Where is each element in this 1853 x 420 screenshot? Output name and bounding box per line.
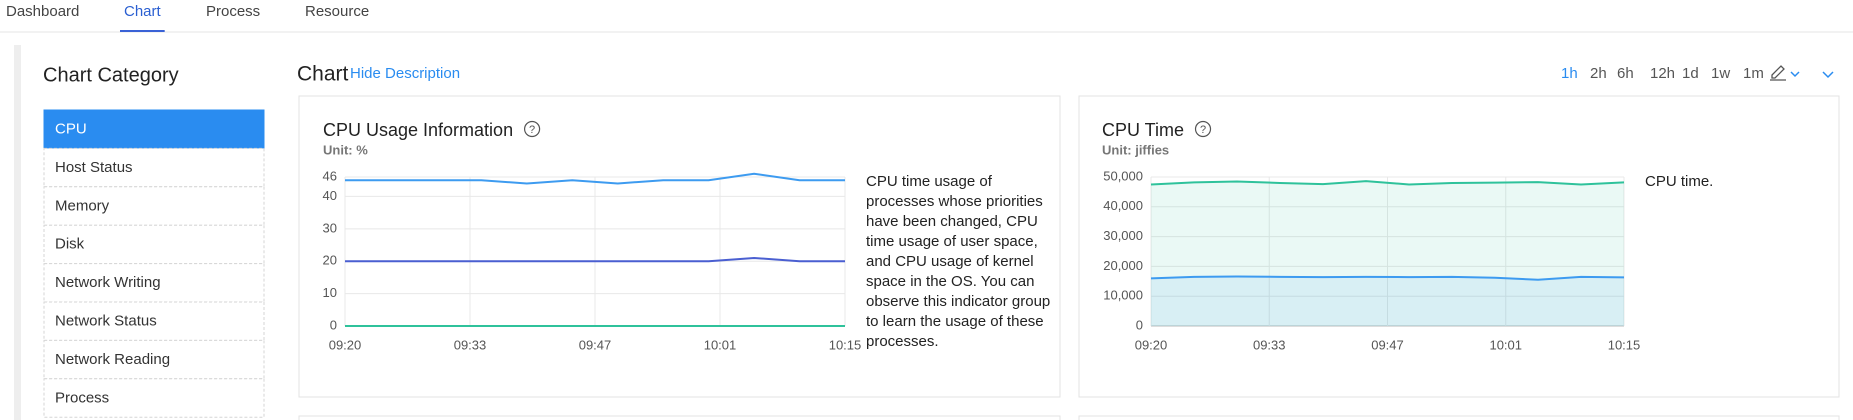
time-range[interactable]: 1w bbox=[1711, 65, 1730, 82]
x-tick-label: 10:01 bbox=[704, 337, 737, 352]
y-tick-label: 10 bbox=[323, 285, 337, 300]
sidebar-title: Chart Category bbox=[43, 64, 179, 86]
y-tick-label: 30,000 bbox=[1103, 228, 1143, 243]
time-range[interactable]: 6h bbox=[1617, 65, 1634, 82]
tab-underline bbox=[120, 30, 165, 32]
category-item[interactable] bbox=[43, 301, 265, 341]
category-item[interactable] bbox=[43, 147, 265, 188]
y-tick-label: 40 bbox=[323, 188, 337, 203]
category-item[interactable] bbox=[43, 109, 265, 149]
category-label: Disk bbox=[55, 236, 85, 253]
side-bar-strip bbox=[14, 45, 21, 420]
category-item[interactable] bbox=[43, 339, 265, 380]
y-tick-label: 20,000 bbox=[1103, 258, 1143, 273]
time-range[interactable]: 1d bbox=[1682, 65, 1699, 82]
y-tick-label: 46 bbox=[323, 168, 337, 183]
collapse-icon[interactable] bbox=[1822, 71, 1834, 79]
category-item[interactable] bbox=[43, 263, 265, 303]
area bbox=[1151, 181, 1624, 326]
line bbox=[1150, 180, 1625, 186]
y-tick-label: 40,000 bbox=[1103, 198, 1143, 213]
time-range[interactable]: 1m bbox=[1743, 65, 1764, 82]
x-tick-label: 09:47 bbox=[1371, 337, 1404, 352]
x-tick-label: 10:15 bbox=[1608, 337, 1641, 352]
category-label: Process bbox=[55, 389, 109, 406]
edit-icon[interactable] bbox=[1770, 65, 1786, 81]
category-item[interactable] bbox=[43, 186, 265, 226]
panel bbox=[298, 95, 1061, 398]
panel bbox=[298, 415, 1061, 420]
x-tick-label: 09:20 bbox=[1135, 337, 1168, 352]
panel bbox=[1078, 95, 1840, 398]
panel bbox=[1078, 415, 1840, 420]
category-label: Network Reading bbox=[55, 351, 170, 368]
time-range[interactable]: 2h bbox=[1590, 65, 1607, 82]
help-mark: ? bbox=[529, 124, 535, 136]
tab[interactable]: Resource bbox=[305, 3, 369, 20]
chart-description: CPU time usage of processes whose priori… bbox=[866, 173, 1051, 350]
tab[interactable]: Process bbox=[206, 3, 260, 20]
y-tick-label: 0 bbox=[1136, 317, 1143, 332]
help-icon[interactable] bbox=[523, 120, 541, 138]
y-tick-label: 20 bbox=[323, 253, 337, 268]
tab[interactable]: Chart bbox=[124, 3, 162, 20]
category-label: Host Status bbox=[55, 159, 133, 176]
area bbox=[1151, 276, 1624, 326]
y-tick-label: 30 bbox=[323, 220, 337, 235]
y-tick-label: 10,000 bbox=[1103, 288, 1143, 303]
chart-title: CPU Usage Information bbox=[323, 120, 513, 140]
help-icon[interactable] bbox=[1194, 120, 1212, 138]
chart-title: CPU Time bbox=[1102, 120, 1184, 140]
chart-description: CPU time. bbox=[1645, 173, 1714, 190]
help-mark: ? bbox=[1200, 124, 1206, 136]
toggle-description[interactable]: Hide Description bbox=[350, 65, 460, 82]
x-tick-label: 09:33 bbox=[454, 337, 487, 352]
category-label: Network Status bbox=[55, 312, 157, 329]
section-title: Chart bbox=[297, 63, 349, 86]
category-item[interactable] bbox=[43, 378, 265, 418]
x-tick-label: 09:20 bbox=[329, 337, 362, 352]
x-tick-label: 09:33 bbox=[1253, 337, 1286, 352]
category-label: Network Writing bbox=[55, 274, 161, 291]
time-range[interactable]: 12h bbox=[1650, 65, 1675, 82]
category-item[interactable] bbox=[43, 224, 265, 265]
x-tick-label: 10:15 bbox=[829, 337, 862, 352]
category-label: CPU bbox=[55, 120, 87, 137]
time-range[interactable]: 1h bbox=[1561, 65, 1578, 82]
tab[interactable]: Dashboard bbox=[6, 3, 79, 20]
line bbox=[1150, 275, 1625, 281]
category-label: Memory bbox=[55, 197, 110, 214]
x-tick-label: 10:01 bbox=[1489, 337, 1522, 352]
dropdown-icon[interactable] bbox=[1790, 71, 1800, 78]
y-tick-label: 50,000 bbox=[1103, 168, 1143, 183]
chart-unit: Unit: % bbox=[323, 142, 368, 157]
chart-unit: Unit: jiffies bbox=[1102, 142, 1169, 157]
line bbox=[345, 172, 845, 185]
y-tick-label: 0 bbox=[330, 317, 337, 332]
x-tick-label: 09:47 bbox=[579, 337, 612, 352]
line bbox=[345, 256, 845, 263]
